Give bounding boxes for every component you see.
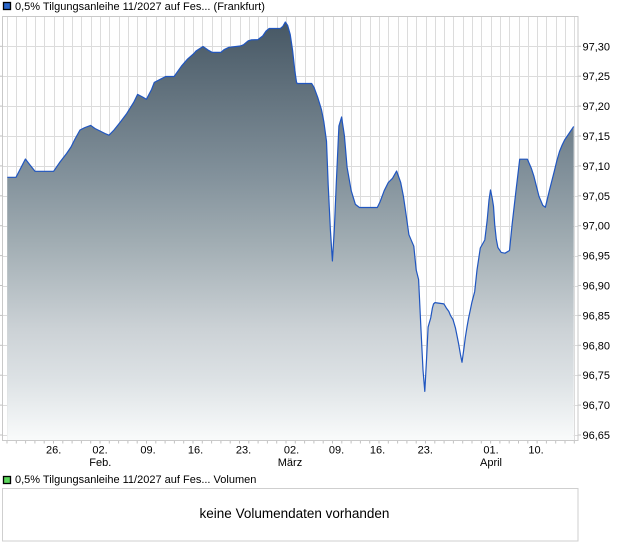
svg-text:16.: 16. <box>188 445 203 457</box>
svg-text:96,65: 96,65 <box>583 430 611 442</box>
svg-text:96,75: 96,75 <box>583 370 611 382</box>
svg-text:02.: 02. <box>284 445 299 457</box>
svg-text:April: April <box>480 457 502 469</box>
svg-text:96,95: 96,95 <box>583 251 611 263</box>
svg-text:09.: 09. <box>140 445 155 457</box>
svg-text:96,90: 96,90 <box>583 281 611 293</box>
svg-text:Feb.: Feb. <box>89 457 111 469</box>
svg-text:97,05: 97,05 <box>583 191 611 203</box>
svg-text:96,70: 96,70 <box>583 400 611 412</box>
svg-text:96,80: 96,80 <box>583 340 611 352</box>
svg-text:März: März <box>278 457 302 469</box>
svg-text:97,15: 97,15 <box>583 131 611 143</box>
svg-text:97,00: 97,00 <box>583 221 611 233</box>
svg-text:23.: 23. <box>418 445 433 457</box>
svg-text:02.: 02. <box>92 445 107 457</box>
svg-text:0,5% Tilgungsanleihe 11/2027 a: 0,5% Tilgungsanleihe 11/2027 auf Fes... … <box>15 1 265 13</box>
svg-text:keine Volumendaten vorhanden: keine Volumendaten vorhanden <box>200 506 390 521</box>
svg-text:97,30: 97,30 <box>583 41 611 53</box>
svg-text:26.: 26. <box>46 445 61 457</box>
svg-text:16.: 16. <box>370 445 385 457</box>
svg-text:09.: 09. <box>329 445 344 457</box>
svg-text:23.: 23. <box>236 445 251 457</box>
svg-text:97,10: 97,10 <box>583 161 611 173</box>
svg-text:96,85: 96,85 <box>583 310 611 322</box>
svg-text:10.: 10. <box>528 445 543 457</box>
svg-text:0,5% Tilgungsanleihe 11/2027 a: 0,5% Tilgungsanleihe 11/2027 auf Fes... … <box>15 474 256 486</box>
svg-text:01.: 01. <box>483 445 498 457</box>
svg-text:97,25: 97,25 <box>583 71 611 83</box>
svg-text:97,20: 97,20 <box>583 101 611 113</box>
